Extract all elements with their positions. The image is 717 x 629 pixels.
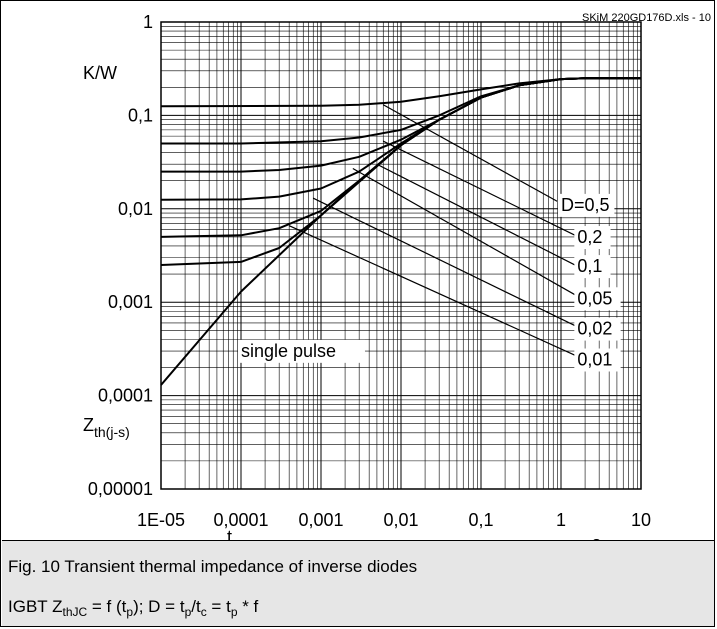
formula-part: ); D = t [133, 597, 185, 616]
annotation: 0,1 [574, 255, 611, 279]
annotation-label: D=0,5 [561, 195, 610, 215]
annotation: 0,01 [574, 348, 621, 372]
annotation-bg [574, 226, 611, 250]
leader-line [376, 163, 576, 266]
tick-labels: 1E-05 0,0001 0,001 0,01 0,1 1 10 1 0,1 0,01 0,001 0… [88, 12, 651, 530]
annotation: D=0,5 [558, 193, 615, 217]
figure-caption: Fig. 10 Transient thermal impedance of i… [8, 557, 418, 576]
y-tick-label: 0,01 [118, 199, 153, 219]
annotation-bg [574, 255, 611, 279]
x-tick-label: 1E-05 [137, 510, 185, 530]
annotation-bg [238, 339, 365, 363]
annotation: 0,05 [574, 287, 621, 311]
annotation: 0,02 [574, 317, 621, 341]
formula-part: IGBT Z [8, 597, 63, 616]
annotation-label: single pulse [241, 341, 336, 361]
annotation-label: 0,1 [577, 256, 602, 276]
x-tick-label: 0,1 [468, 510, 493, 530]
annotation-bg [574, 317, 621, 341]
leader-line [288, 225, 576, 356]
annotation-label: 0,02 [577, 319, 612, 339]
formula-sub: thJC [62, 605, 88, 619]
annotations: single pulse D=0,5 0,2 0,1 0,05 0,02 0,01 [238, 193, 621, 372]
annotation-bg [558, 193, 615, 217]
leader-line [382, 140, 576, 236]
x-tick-label: 10 [631, 510, 651, 530]
annotation-label: 0,05 [577, 288, 612, 308]
y-tick-label: 0,00001 [88, 479, 153, 499]
annotation: 0,2 [574, 226, 611, 250]
plot-border [160, 21, 642, 490]
formula-caption: IGBT ZthJC = f (tp); D = tp/tc = tp * f [8, 597, 259, 619]
series-lines [160, 77, 641, 386]
x-unit-label: s [592, 533, 601, 541]
y-tick-label: 0,001 [108, 292, 153, 312]
annotation-bg [574, 287, 621, 311]
formula-sub: c [200, 605, 207, 619]
x-axis-label-main: t [227, 527, 232, 541]
x-axis-label: tp [227, 527, 240, 541]
y-tick-label: 0,0001 [98, 386, 153, 406]
series-line [160, 77, 641, 266]
x-tick-label: 0,0001 [213, 510, 268, 530]
x-tick-label: 1 [556, 510, 566, 530]
leader-line [352, 167, 576, 296]
annotation-label: 0,2 [577, 227, 602, 247]
grid [161, 22, 641, 489]
x-axis-label-sub: p [232, 536, 240, 541]
formula-sub: p [126, 605, 134, 619]
y-axis-label-main: Z [83, 415, 94, 435]
annotation: single pulse [238, 339, 365, 363]
y-axis-label-sub: th(j-s) [94, 424, 130, 440]
formula-sub: p [230, 605, 238, 619]
y-axis-label: Zth(j-s) [83, 415, 130, 440]
caption-panel: Fig. 10 Transient thermal impedance of i… [2, 540, 714, 626]
leader-lines [288, 104, 576, 356]
leader-line [382, 104, 558, 202]
annotation-label: 0,01 [577, 350, 612, 370]
x-tick-label: 0,01 [383, 510, 418, 530]
formula-part: = t [206, 597, 231, 616]
thermal-impedance-chart: single pulse D=0,5 0,2 0,1 0,05 0,02 0,01 1E-0… [83, 12, 711, 541]
source-tag: SKiM 220GD176D.xls - 10 [582, 12, 711, 24]
formula-sub: p [184, 605, 192, 619]
y-tick-label: 0,1 [128, 105, 153, 125]
leader-line [312, 197, 576, 327]
y-unit-label: K/W [83, 63, 117, 83]
annotation-bg [574, 348, 621, 372]
formula-part: * f [237, 597, 259, 616]
y-tick-label: 1 [143, 12, 153, 32]
formula-part: /t [191, 597, 201, 616]
formula-part: = f (t [87, 597, 127, 616]
x-tick-label: 0,001 [298, 510, 343, 530]
